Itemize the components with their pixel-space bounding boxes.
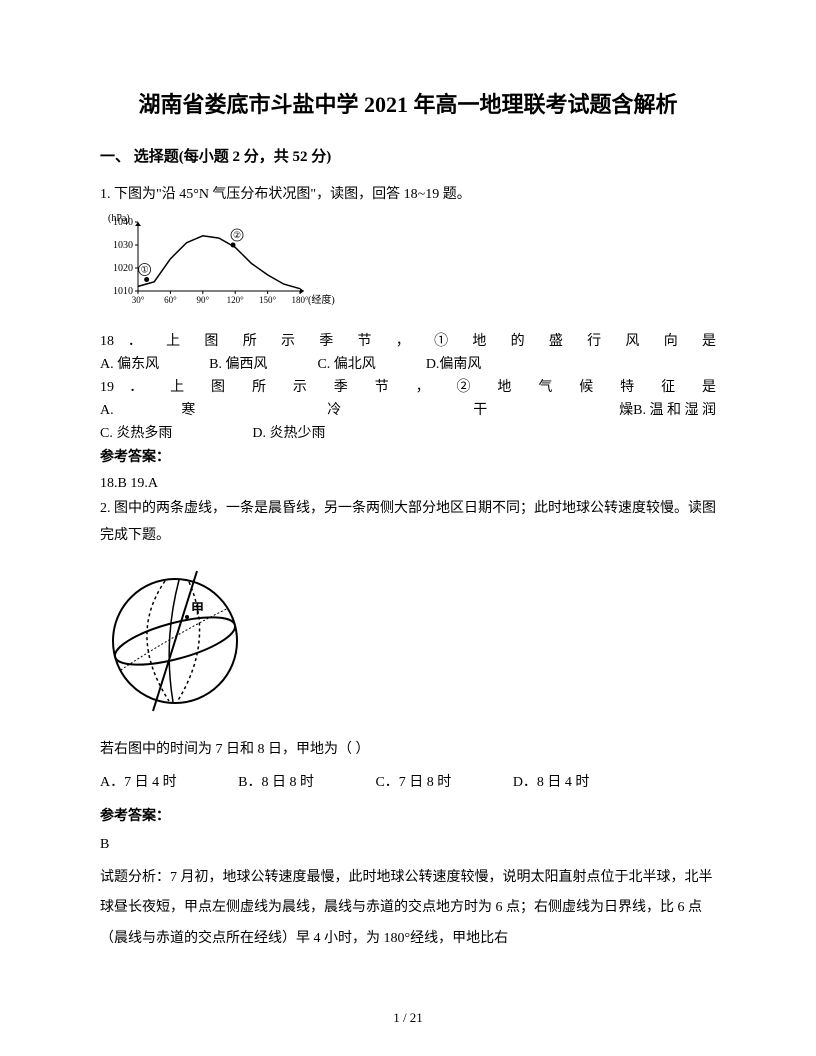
svg-text:180°: 180° (291, 295, 309, 305)
q2-opt-d: D．8 日 4 时 (513, 770, 590, 797)
page-number: 1 / 21 (0, 1010, 816, 1026)
q2-opt-c: C．7 日 8 时 (375, 770, 451, 797)
q18-options: A. 偏东风B. 偏西风C. 偏北风D.偏南风 (100, 354, 716, 375)
svg-text:①: ① (141, 265, 149, 275)
q19-question: 19 ． 上 图 所 示 季 节 ， ② 地 气 候 特 征 是 (100, 377, 716, 398)
q2-intro: 2. 图中的两条虚线，一条是晨昏线，另一条两侧大部分地区日期不同；此时地球公转速… (100, 496, 716, 549)
analysis-text: 试题分析：7 月初，地球公转速度最慢，此时地球公转速度较慢，说明太阳直射点位于北… (100, 863, 716, 955)
svg-text:1030: 1030 (113, 240, 133, 251)
svg-text:120°: 120° (227, 295, 245, 305)
q2-opt-a: A．7 日 4 时 (100, 770, 177, 797)
answer-label-2: 参考答案： (100, 805, 716, 825)
svg-text:30°: 30° (132, 295, 145, 305)
svg-text:90°: 90° (196, 295, 209, 305)
svg-text:(经度): (经度) (308, 293, 335, 306)
svg-text:(hPa): (hPa) (108, 214, 130, 224)
globe-svg: 甲 (100, 563, 260, 718)
svg-text:150°: 150° (259, 295, 277, 305)
svg-text:60°: 60° (164, 295, 177, 305)
q19-options-cd: C. 炎热多雨D. 炎热少雨 (100, 423, 716, 444)
q2-opt-b: B．8 日 8 时 (238, 770, 314, 797)
globe-diagram: 甲 (100, 563, 716, 723)
q19-options-ab: A. 寒 冷 干 燥B. 温 和 湿 润 (100, 400, 716, 421)
q1-intro: 1. 下图为"沿 45°N 气压分布状况图"，读图，回答 18~19 题。 (100, 184, 716, 206)
answer-label-1: 参考答案： (100, 446, 716, 466)
q2-question: 若右图中的时间为 7 日和 8 日，甲地为（ ） (100, 737, 716, 764)
q18-question: 18 ． 上 图 所 示 季 节 ， ① 地 的 盛 行 风 向 是 (100, 331, 716, 352)
section-header: 一、 选择题(每小题 2 分，共 52 分) (100, 145, 716, 166)
svg-text:1010: 1010 (113, 286, 133, 297)
q2-answer: B (100, 837, 716, 853)
svg-text:②: ② (233, 230, 241, 240)
q2-options: A．7 日 4 时 B．8 日 8 时 C．7 日 8 时 D．8 日 4 时 (100, 770, 716, 797)
svg-text:甲: 甲 (191, 601, 204, 616)
page-title: 湖南省娄底市斗盐中学 2021 年高一地理联考试题含解析 (100, 90, 716, 121)
chart-svg: 1010102010301040(hPa)30°60°90°120°150°18… (100, 214, 340, 314)
svg-text:1020: 1020 (113, 263, 133, 274)
q18-19-answer: 18.B 19.A (100, 476, 716, 492)
pressure-chart: 1010102010301040(hPa)30°60°90°120°150°18… (100, 214, 716, 319)
